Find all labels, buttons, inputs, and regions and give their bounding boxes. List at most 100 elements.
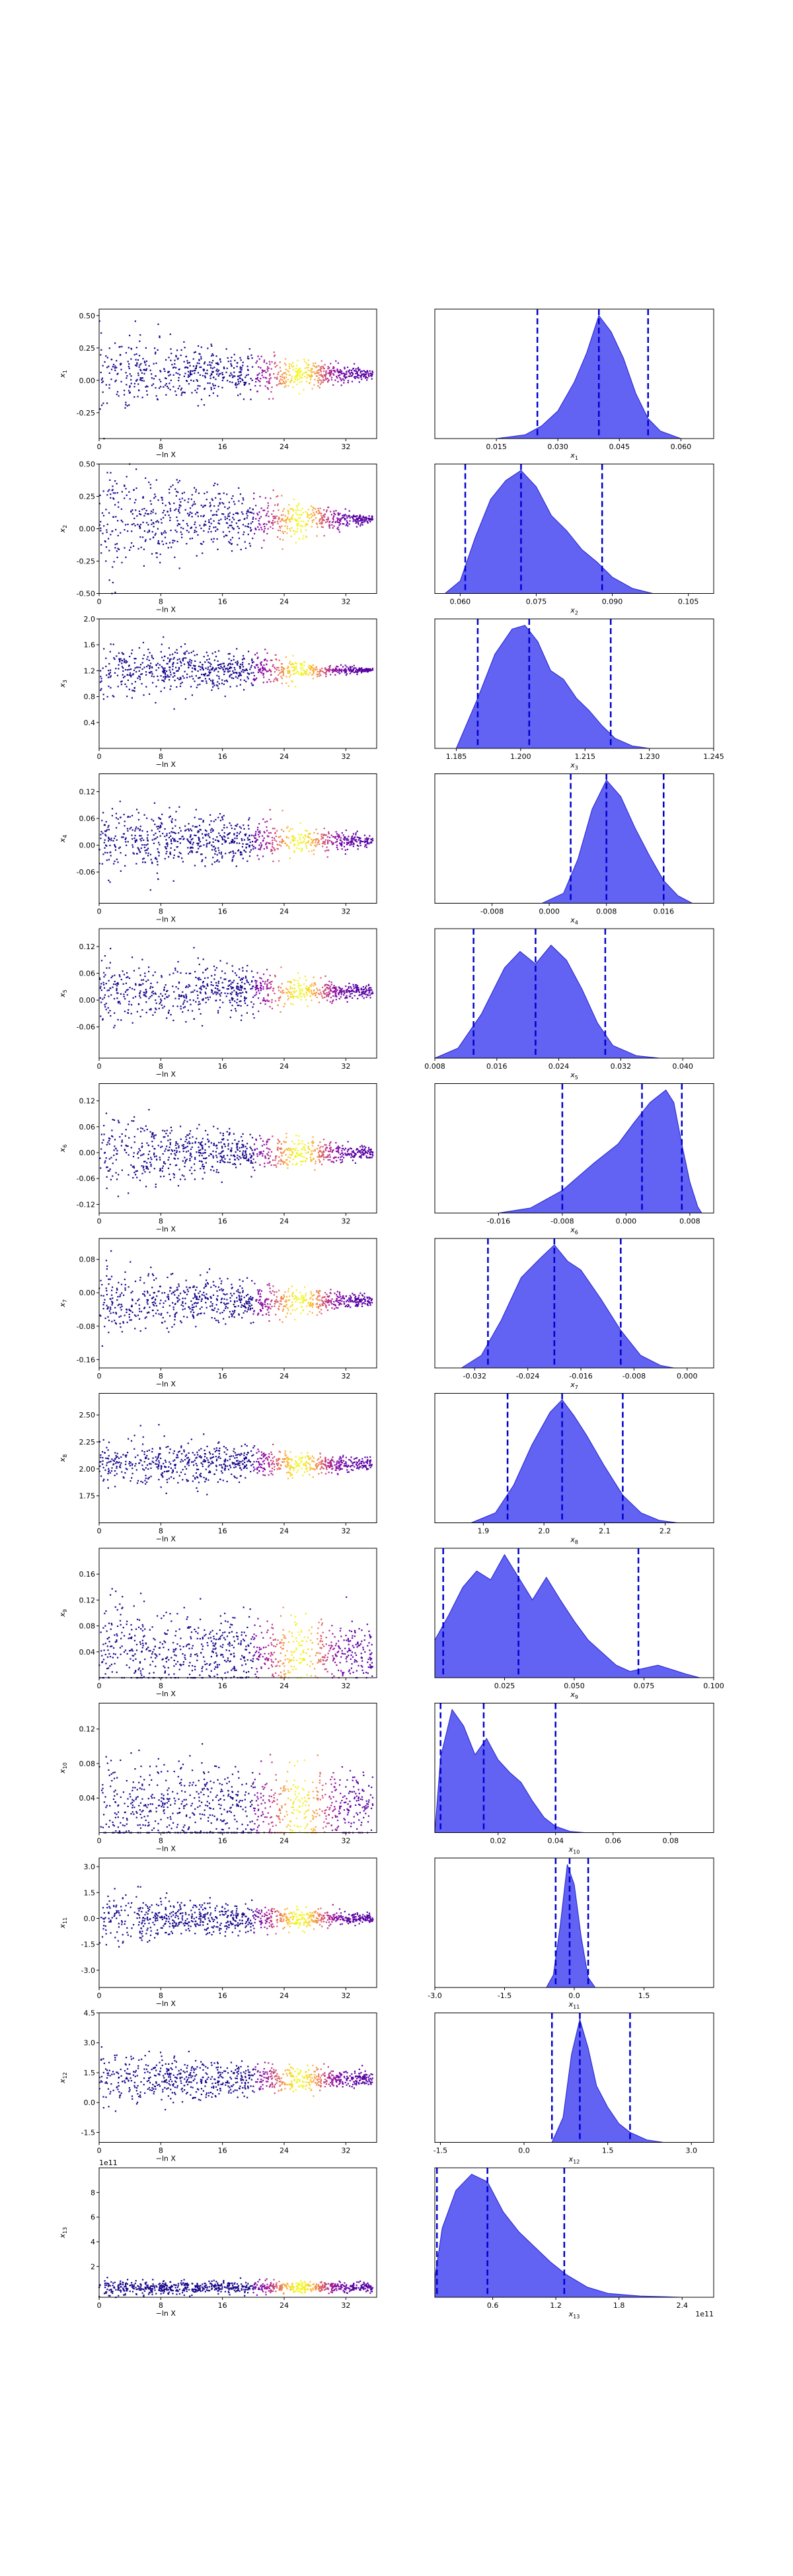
trace-point (173, 672, 176, 674)
trace-point (127, 989, 129, 991)
trace-point (229, 686, 231, 688)
trace-point (189, 538, 191, 540)
trace-point (249, 851, 251, 853)
trace-point (165, 853, 167, 855)
trace-point (237, 988, 239, 990)
trace-point (227, 1148, 229, 1150)
trace-point (256, 986, 258, 988)
trace-point (206, 674, 208, 677)
trace-point (282, 671, 283, 673)
trace-point (228, 852, 231, 854)
trace-point (336, 1150, 338, 1153)
trace-point (351, 669, 353, 671)
trace-point (254, 995, 256, 997)
trace-point (323, 834, 325, 836)
trace-point (136, 363, 138, 365)
trace-point (240, 989, 243, 991)
trace-point (112, 1175, 114, 1177)
trace-point (162, 517, 165, 519)
trace-point (270, 680, 272, 683)
trace-point (174, 832, 176, 834)
trace-point (303, 669, 305, 671)
trace-point (262, 999, 264, 1001)
trace-point (275, 1155, 277, 1158)
trace-point (356, 989, 358, 991)
trace-point (328, 993, 330, 995)
trace-point (210, 1142, 212, 1144)
trace-point (113, 696, 115, 698)
trace-point (163, 532, 165, 534)
trace-point (326, 509, 328, 511)
trace-point (178, 658, 180, 660)
trace-point (141, 668, 143, 670)
trace-point (143, 694, 145, 696)
trace-point (367, 984, 370, 986)
trace-point (307, 369, 309, 371)
trace-point (296, 376, 298, 378)
trace-point (237, 526, 239, 528)
trace-point (314, 1150, 316, 1152)
trace-point (348, 515, 350, 517)
trace-point (102, 1018, 104, 1020)
trace-point (266, 513, 268, 515)
trace-point (130, 674, 132, 676)
trace-point (202, 668, 204, 671)
trace-point (135, 487, 137, 489)
trace-point (194, 372, 196, 375)
trace-point (336, 665, 338, 668)
trace-point (359, 840, 361, 842)
trace-point (231, 987, 233, 989)
trace-point (217, 985, 219, 987)
trace-point (229, 822, 231, 824)
trace-point (161, 499, 163, 501)
trace-point (285, 682, 287, 684)
trace-point (192, 825, 194, 827)
trace-point (211, 849, 213, 851)
trace-point (360, 519, 362, 521)
trace-point (252, 684, 254, 686)
trace-point (326, 987, 328, 989)
trace-point (111, 808, 114, 810)
trace-point (212, 857, 214, 859)
trace-point (311, 1153, 313, 1155)
trace-point (292, 995, 294, 997)
trace-point (252, 509, 254, 511)
trace-point (280, 666, 283, 668)
trace-point (105, 509, 107, 511)
trace-point (138, 510, 141, 513)
trace-point (295, 672, 297, 674)
trace-point (330, 841, 332, 843)
trace-point (192, 503, 194, 505)
trace-point (132, 829, 133, 831)
trace-point (330, 372, 332, 374)
trace-point (159, 386, 162, 388)
trace-point (344, 374, 346, 376)
trace-point (311, 850, 313, 852)
trace-point (357, 848, 359, 850)
trace-point (191, 392, 193, 394)
trace-point (165, 843, 167, 845)
trace-point (105, 355, 107, 357)
trace-point (263, 676, 265, 678)
trace-point (129, 674, 132, 676)
trace-point (121, 345, 123, 347)
trace-point (125, 841, 127, 843)
trace-point (141, 377, 144, 379)
trace-point (194, 369, 196, 371)
trace-xtick-label: 0 (97, 443, 102, 451)
trace-point (301, 847, 303, 849)
trace-point (334, 989, 337, 991)
trace-point (174, 1144, 177, 1146)
trace-point (371, 669, 374, 671)
trace-point (306, 673, 308, 675)
trace-point (156, 556, 158, 558)
trace-point (278, 669, 280, 671)
trace-point (145, 671, 147, 673)
trace-xtick-label: 32 (341, 1062, 350, 1071)
trace-point (153, 526, 155, 528)
trace-point (128, 1001, 130, 1003)
trace-point (101, 1142, 103, 1144)
trace-point (235, 1010, 237, 1012)
trace-point (231, 859, 234, 861)
trace-point (162, 502, 164, 505)
